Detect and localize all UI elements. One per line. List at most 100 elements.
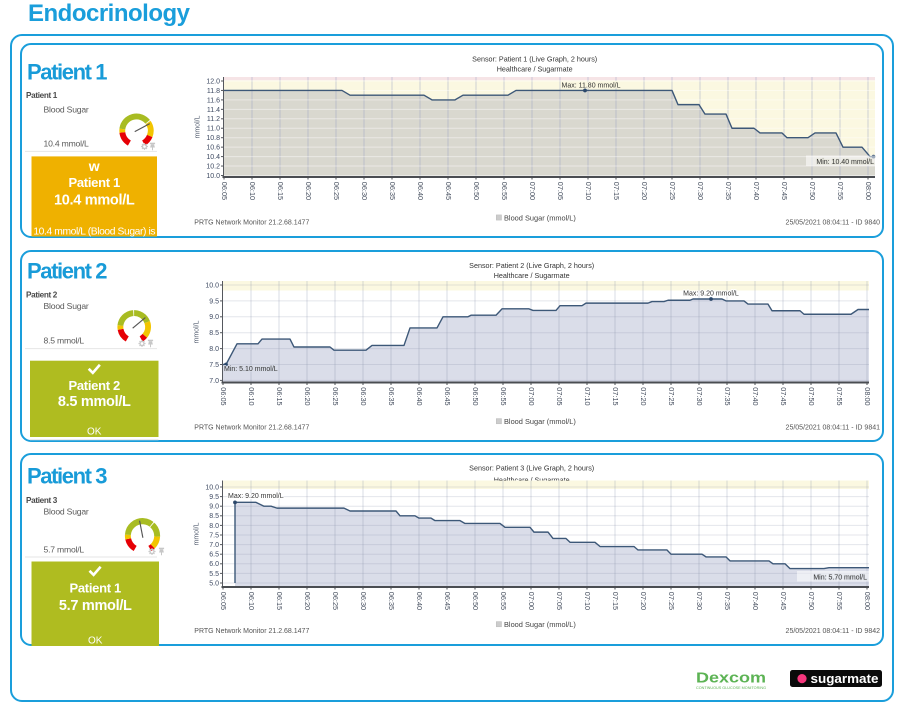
svg-text:9.5: 9.5 (209, 494, 219, 501)
svg-text:06:20: 06:20 (303, 387, 312, 405)
svg-text:06:35: 06:35 (387, 592, 396, 610)
svg-text:07:00: 07:00 (527, 387, 536, 405)
svg-text:06:55: 06:55 (499, 592, 508, 610)
svg-text:25/05/2021 08:04:11 - ID 9840: 25/05/2021 08:04:11 - ID 9840 (786, 220, 881, 227)
svg-text:25/05/2021 08:04:11 - ID 9841: 25/05/2021 08:04:11 - ID 9841 (786, 425, 881, 432)
svg-text:sugarmate: sugarmate (811, 672, 879, 686)
svg-text:Sensor: Patient 1 (Live Graph,: Sensor: Patient 1 (Live Graph, 2 hours) (472, 55, 597, 64)
svg-text:12.0: 12.0 (206, 78, 220, 85)
svg-text:08:00: 08:00 (863, 387, 872, 405)
svg-text:11.4: 11.4 (207, 107, 220, 114)
svg-text:06:10: 06:10 (248, 182, 257, 200)
svg-text:07:30: 07:30 (695, 592, 704, 610)
svg-text:OK: OK (87, 427, 102, 438)
svg-text:06:25: 06:25 (331, 592, 340, 610)
svg-text:Max: 9.20 mmol/L: Max: 9.20 mmol/L (228, 493, 284, 500)
svg-text:8.0: 8.0 (209, 523, 219, 530)
svg-text:06:20: 06:20 (303, 592, 312, 610)
svg-text:07:50: 07:50 (807, 592, 816, 610)
svg-text:06:05: 06:05 (219, 387, 228, 405)
svg-text:25/05/2021 08:04:11 - ID 9842: 25/05/2021 08:04:11 - ID 9842 (786, 628, 881, 635)
svg-text:07:55: 07:55 (836, 182, 845, 200)
svg-text:5.7 mmol/L: 5.7 mmol/L (44, 545, 85, 555)
svg-text:07:45: 07:45 (779, 387, 788, 405)
svg-text:06:30: 06:30 (359, 592, 368, 610)
svg-text:06:45: 06:45 (444, 182, 453, 200)
svg-text:06:30: 06:30 (359, 387, 368, 405)
svg-text:07:15: 07:15 (612, 182, 621, 200)
svg-text:Blood Sugar: Blood Sugar (44, 507, 89, 517)
svg-text:OK: OK (88, 636, 103, 647)
svg-text:07:55: 07:55 (835, 592, 844, 610)
svg-text:Blood Sugar: Blood Sugar (44, 301, 89, 311)
svg-text:Patient 2: Patient 2 (69, 378, 121, 393)
svg-text:07:00: 07:00 (527, 592, 536, 610)
svg-text:07:55: 07:55 (835, 387, 844, 405)
svg-text:07:35: 07:35 (724, 182, 733, 200)
svg-text:7.0: 7.0 (209, 542, 219, 549)
svg-text:06:50: 06:50 (471, 592, 480, 610)
svg-text:10.8: 10.8 (206, 135, 220, 142)
svg-text:07:30: 07:30 (696, 182, 705, 200)
svg-text:9.5: 9.5 (209, 298, 219, 305)
svg-text:07:05: 07:05 (555, 387, 564, 405)
svg-text:11.0: 11.0 (207, 126, 220, 133)
svg-text:Sensor: Patient 3 (Live Graph,: Sensor: Patient 3 (Live Graph, 2 hours) (469, 464, 594, 473)
svg-text:PRTG Network Monitor 21.2.68.1: PRTG Network Monitor 21.2.68.1477 (194, 628, 309, 635)
svg-text:07:05: 07:05 (556, 182, 565, 200)
svg-text:Healthcare / Sugarmate: Healthcare / Sugarmate (494, 271, 570, 280)
svg-text:07:45: 07:45 (779, 592, 788, 610)
svg-text:6.5: 6.5 (209, 552, 219, 559)
svg-text:mmol/L: mmol/L (194, 320, 201, 343)
svg-text:07:40: 07:40 (752, 182, 761, 200)
svg-text:07:20: 07:20 (640, 182, 649, 200)
svg-text:Blood Sugar (mmol/L): Blood Sugar (mmol/L) (504, 620, 576, 629)
svg-text:07:45: 07:45 (780, 182, 789, 200)
svg-text:5.5: 5.5 (209, 571, 219, 578)
svg-text:10.4: 10.4 (206, 154, 220, 161)
svg-text:07:40: 07:40 (751, 387, 760, 405)
svg-text:10.0: 10.0 (206, 173, 220, 180)
svg-text:07:05: 07:05 (555, 592, 564, 610)
svg-text:07:40: 07:40 (751, 592, 760, 610)
svg-text:07:20: 07:20 (639, 387, 648, 405)
svg-text:Healthcare / Sugarmate: Healthcare / Sugarmate (494, 476, 570, 485)
svg-text:06:30: 06:30 (360, 182, 369, 200)
svg-text:Patient 3: Patient 3 (26, 496, 58, 505)
svg-text:Healthcare / Sugarmate: Healthcare / Sugarmate (497, 65, 573, 74)
svg-text:07:35: 07:35 (723, 387, 732, 405)
svg-text:Max: 11.80 mmol/L: Max: 11.80 mmol/L (561, 83, 620, 90)
svg-text:Max: 9.20 mmol/L: Max: 9.20 mmol/L (683, 291, 739, 298)
svg-text:06:05: 06:05 (220, 182, 229, 200)
svg-text:06:45: 06:45 (443, 592, 452, 610)
svg-text:06:05: 06:05 (219, 592, 228, 610)
svg-text:06:25: 06:25 (331, 387, 340, 405)
svg-text:07:25: 07:25 (668, 182, 677, 200)
svg-text:CONTINUOUS GLUCOSE MONITORING: CONTINUOUS GLUCOSE MONITORING (696, 686, 766, 690)
svg-text:07:25: 07:25 (667, 592, 676, 610)
svg-text:06:50: 06:50 (472, 182, 481, 200)
svg-text:Min: 5.10 mmol/L: Min: 5.10 mmol/L (224, 366, 278, 373)
svg-text:08:00: 08:00 (863, 592, 872, 610)
svg-text:7.5: 7.5 (209, 362, 219, 369)
svg-text:06:15: 06:15 (276, 182, 285, 200)
svg-text:07:15: 07:15 (611, 592, 620, 610)
svg-text:mmol/L: mmol/L (195, 115, 202, 138)
svg-text:06:50: 06:50 (471, 387, 480, 405)
svg-text:PRTG Network Monitor 21.2.68.1: PRTG Network Monitor 21.2.68.1477 (194, 220, 309, 227)
svg-text:10.4 mmol/L: 10.4 mmol/L (54, 193, 135, 209)
svg-text:07:35: 07:35 (723, 592, 732, 610)
svg-text:06:40: 06:40 (416, 182, 425, 200)
svg-text:11.2: 11.2 (207, 116, 220, 123)
svg-text:8.5 mmol/L: 8.5 mmol/L (44, 336, 85, 346)
svg-text:06:45: 06:45 (443, 387, 452, 405)
svg-text:06:10: 06:10 (247, 387, 256, 405)
svg-text:06:10: 06:10 (247, 592, 256, 610)
svg-text:7.0: 7.0 (209, 378, 219, 385)
svg-text:07:50: 07:50 (807, 387, 816, 405)
svg-text:06:40: 06:40 (415, 592, 424, 610)
svg-text:11.6: 11.6 (207, 97, 220, 104)
svg-text:5.7 mmol/L: 5.7 mmol/L (59, 598, 132, 614)
svg-text:Patient 3: Patient 3 (27, 464, 107, 489)
svg-text:Patient 1: Patient 1 (70, 581, 122, 596)
